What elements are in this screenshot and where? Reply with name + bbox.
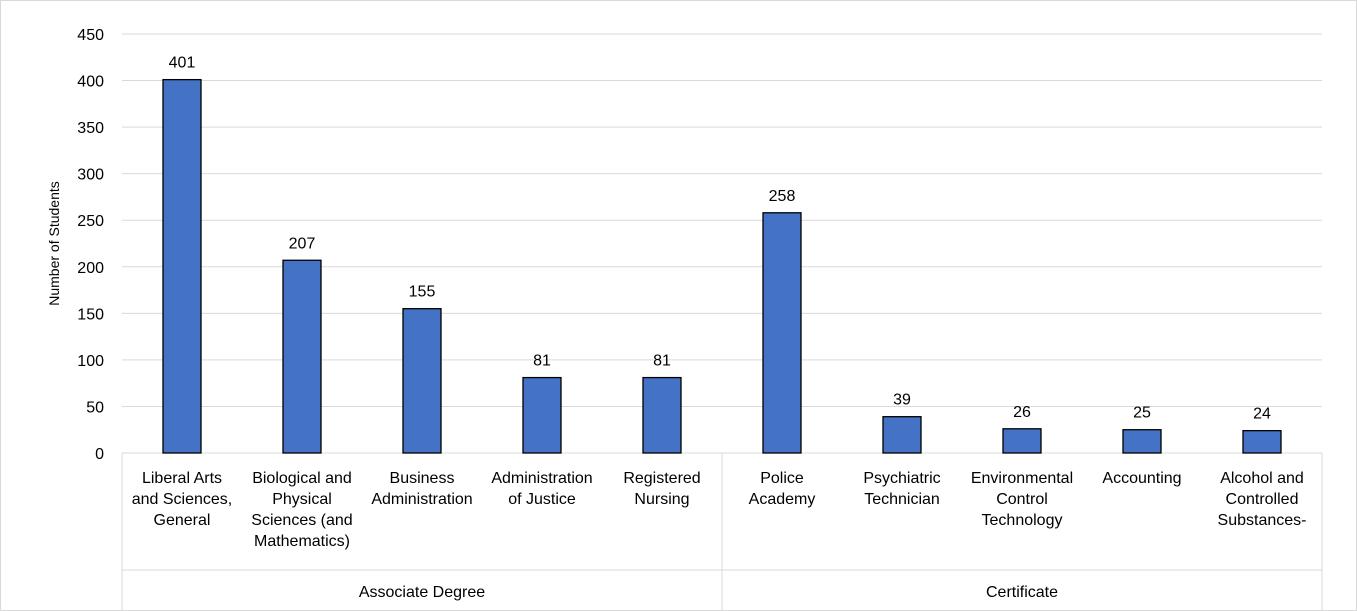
category-label: Psychiatric	[863, 470, 940, 487]
data-label: 81	[533, 353, 551, 370]
category-label: Sciences (and	[251, 512, 352, 529]
bars	[162, 78, 1282, 454]
bar	[1242, 430, 1282, 454]
group-labels: Associate Degree Certificate	[359, 584, 1058, 601]
data-label: 81	[653, 353, 671, 370]
y-tick-label: 100	[77, 353, 104, 370]
group-label: Certificate	[986, 584, 1058, 601]
category-label: Mathematics)	[254, 533, 350, 550]
y-tick-label: 150	[77, 306, 104, 323]
category-label: Technology	[982, 512, 1063, 529]
data-label: 401	[169, 55, 196, 72]
y-tick-label: 450	[77, 27, 104, 44]
category-label: and Sciences,	[132, 491, 233, 508]
y-tick-label: 400	[77, 74, 104, 91]
category-label: Administration	[491, 470, 592, 487]
bar	[762, 212, 802, 454]
category-label: Control	[996, 491, 1048, 508]
category-label: Registered	[623, 470, 700, 487]
bar	[402, 308, 442, 454]
y-tick-label: 50	[86, 399, 104, 416]
category-label: Administration	[371, 491, 472, 508]
axes: 0 50 100 150 200 250 300 350 400 450	[77, 27, 1323, 610]
bar	[1002, 428, 1042, 454]
data-label: 39	[893, 392, 911, 409]
category-label: Police	[760, 470, 804, 487]
category-label: Substances-	[1218, 512, 1307, 529]
gridlines	[122, 33, 1322, 407]
category-label: Business	[390, 470, 455, 487]
bar	[282, 259, 322, 454]
category-label: Biological and	[252, 470, 352, 487]
bar	[1122, 429, 1162, 454]
data-labels: 401 207 155 81 81 258 39 26 25 24	[169, 55, 1271, 423]
data-label: 25	[1133, 405, 1151, 422]
category-label: Accounting	[1102, 470, 1181, 487]
category-label: General	[154, 512, 211, 529]
y-tick-label: 350	[77, 120, 104, 137]
data-label: 258	[769, 188, 796, 205]
category-label: Nursing	[634, 491, 689, 508]
y-axis-title: Number of Students	[46, 181, 62, 306]
data-label: 155	[409, 284, 436, 301]
category-label: Controlled	[1226, 491, 1299, 508]
category-labels: Liberal Arts and Sciences, General Biologic…	[132, 470, 1307, 550]
category-label: Liberal Arts	[142, 470, 222, 487]
y-tick-label: 0	[95, 446, 104, 463]
y-tick-label: 250	[77, 213, 104, 230]
data-label: 207	[289, 235, 316, 252]
y-tick-label: 300	[77, 167, 104, 184]
category-label: of Justice	[508, 491, 576, 508]
bar	[162, 78, 202, 454]
data-label: 24	[1253, 406, 1271, 423]
category-label: Environmental	[971, 470, 1073, 487]
group-label: Associate Degree	[359, 584, 485, 601]
category-label: Technician	[864, 491, 940, 508]
bar	[882, 416, 922, 454]
category-label: Physical	[272, 491, 332, 508]
bar	[642, 376, 682, 454]
bar	[522, 376, 562, 454]
category-label: Alcohol and	[1220, 470, 1304, 487]
y-tick-label: 200	[77, 260, 104, 277]
data-label: 26	[1013, 404, 1031, 421]
category-label: Academy	[749, 491, 816, 508]
